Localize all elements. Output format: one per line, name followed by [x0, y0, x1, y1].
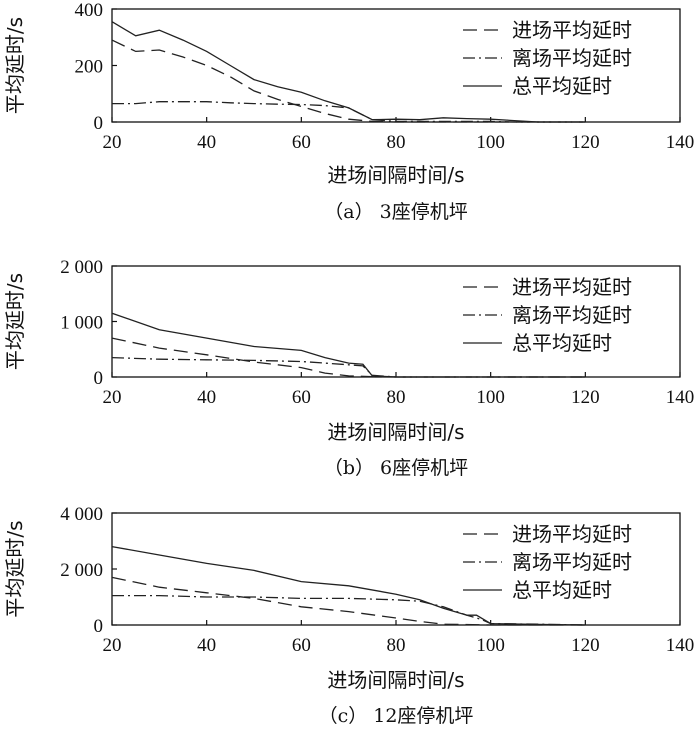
x-tick-label: 100 — [476, 132, 505, 153]
series-line-solid — [111, 312, 586, 378]
chart-panel-1: 20 40 60 80 100 120 140 0 200 400 平均延时/s 进场间隔时间/s （a… — [3, 0, 694, 223]
chart-caption: （c） 12座停机坪 — [319, 705, 474, 727]
y-axis-title: 平均延时/s — [3, 17, 27, 114]
x-tick-label: 80 — [387, 635, 406, 656]
x-tick-label: 40 — [197, 635, 216, 656]
x-tick-label: 60 — [292, 132, 311, 153]
series-line-dashed — [111, 576, 586, 626]
x-tick-label: 100 — [476, 635, 505, 656]
legend-label: 总平均延时 — [512, 578, 612, 602]
x-tick-label: 140 — [666, 132, 695, 153]
legend-label: 总平均延时 — [512, 331, 612, 355]
y-tick-label: 1 000 — [60, 313, 103, 334]
x-tick-label: 20 — [103, 132, 122, 153]
x-tick-label: 60 — [292, 387, 311, 408]
chart-caption: （b） 6座停机坪 — [324, 457, 468, 479]
x-axis-title: 进场间隔时间/s — [327, 163, 464, 187]
legend-label: 进场平均延时 — [512, 18, 632, 42]
y-tick-label: 0 — [94, 368, 104, 389]
x-tick-label: 120 — [571, 132, 600, 153]
x-tick-label: 100 — [476, 387, 505, 408]
y-tick-label: 0 — [94, 113, 104, 134]
series-line-solid — [111, 21, 586, 123]
x-tick-label: 40 — [197, 132, 216, 153]
x-tick-label: 120 — [571, 387, 600, 408]
x-tick-label: 20 — [103, 387, 122, 408]
chart-panel-2: 20 40 60 80 100 120 140 0 1 000 2 000 平均延时/s 进场间隔时间… — [3, 257, 694, 479]
x-tick-label: 80 — [387, 387, 406, 408]
x-axis-title: 进场间隔时间/s — [327, 420, 464, 444]
series-line-dashdot — [111, 356, 586, 378]
legend-label: 离场平均延时 — [512, 46, 632, 70]
x-tick-label: 80 — [387, 132, 406, 153]
series-line-solid — [111, 545, 586, 626]
legend-label: 离场平均延时 — [512, 303, 632, 327]
y-axis-title: 平均延时/s — [3, 273, 27, 370]
y-tick-label: 2 000 — [60, 257, 103, 278]
x-tick-label: 60 — [292, 635, 311, 656]
y-axis-title: 平均延时/s — [3, 520, 27, 617]
legend-label: 离场平均延时 — [512, 550, 632, 574]
y-tick-label: 2 000 — [60, 560, 103, 581]
y-tick-label: 400 — [75, 0, 104, 21]
x-tick-label: 20 — [103, 635, 122, 656]
x-tick-label: 120 — [571, 635, 600, 656]
legend-label: 总平均延时 — [512, 74, 612, 98]
chart-caption: （a） 3座停机坪 — [324, 201, 467, 223]
chart-panel-3: 20 40 60 80 100 120 140 0 2 000 4 000 平均延时/s 进场间隔时间… — [3, 504, 694, 727]
legend-label: 进场平均延时 — [512, 522, 632, 546]
y-tick-label: 0 — [94, 616, 104, 637]
y-tick-label: 200 — [75, 57, 104, 78]
x-tick-label: 140 — [666, 387, 695, 408]
x-tick-label: 40 — [197, 387, 216, 408]
x-axis-title: 进场间隔时间/s — [327, 668, 464, 692]
legend-label: 进场平均延时 — [512, 275, 632, 299]
x-tick-label: 140 — [666, 635, 695, 656]
y-tick-label: 4 000 — [60, 504, 103, 525]
